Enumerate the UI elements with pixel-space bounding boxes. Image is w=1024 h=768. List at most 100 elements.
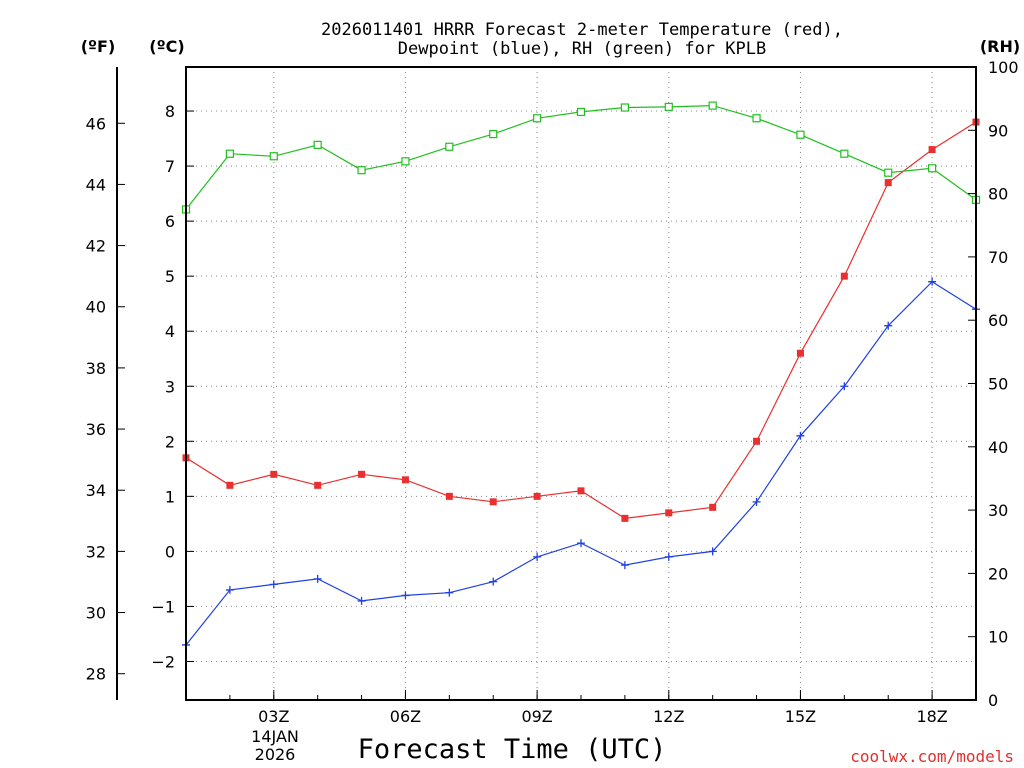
dewpoint-point (664, 552, 673, 561)
fahrenheit-axis: 28 30 32 34 36 38 40 42 44 46 (86, 114, 125, 684)
celsius-tick-label: 7 (165, 157, 175, 176)
celsius-tick-label: 5 (165, 267, 175, 286)
temperature-point (709, 503, 717, 511)
x-axis-title: Forecast Time (UTC) (358, 734, 667, 765)
dewpoint-point (884, 321, 893, 330)
fahrenheit-tick-label: 36 (86, 420, 106, 439)
celsius-tick-label: 8 (165, 102, 175, 121)
rh-tick-label: 10 (988, 628, 1008, 647)
dewpoint-point (752, 497, 761, 506)
rh-point (313, 140, 322, 149)
fahrenheit-tick-label: 30 (86, 604, 106, 623)
temperature-point (796, 349, 804, 357)
dewpoint-point (269, 580, 278, 589)
dewpoint-point (840, 382, 849, 391)
time-tick-label: 15Z (785, 707, 816, 726)
celsius-tick-label: 6 (165, 212, 175, 231)
dewpoint-point (796, 431, 805, 440)
dewpoint-line (185, 280, 977, 646)
rh-tick-label: 100 (988, 58, 1019, 77)
temperature-point (445, 492, 453, 500)
dewpoint-point (225, 585, 234, 594)
rh-tick-label: 90 (988, 121, 1008, 140)
rh-tick-label: 20 (988, 564, 1008, 583)
data-series (181, 101, 981, 649)
fahrenheit-unit-label: (ºF) (81, 37, 116, 56)
temperature-point (840, 272, 848, 280)
rh-point (533, 114, 542, 123)
time-tick-label: 06Z (390, 707, 421, 726)
temperature-line (185, 121, 977, 520)
celsius-tick-label: 3 (165, 377, 175, 396)
temperature-point (665, 509, 673, 517)
chart-title: 2026011401 HRRR Forecast 2-meter Tempera… (321, 20, 843, 59)
gridlines (186, 67, 976, 700)
series-dewpoint (182, 277, 980, 649)
dewpoint-point (620, 561, 629, 570)
rh-line (185, 104, 977, 210)
time-tick-label: 12Z (653, 707, 684, 726)
rh-point (225, 149, 234, 158)
rh-tick-label: 30 (988, 501, 1008, 520)
fahrenheit-tick-label: 44 (86, 175, 106, 194)
rh-axis: 0 10 20 30 40 50 60 70 80 90 100 (968, 58, 1019, 710)
rh-point (796, 130, 805, 139)
temperature-point (928, 146, 936, 154)
rh-point (752, 114, 761, 123)
rh-point (620, 103, 629, 112)
rh-point (928, 164, 937, 173)
rh-tick-label: 60 (988, 311, 1008, 330)
rh-point (576, 107, 586, 117)
rh-point (445, 142, 454, 151)
rh-point (708, 101, 717, 110)
rh-tick-label: 40 (988, 438, 1008, 457)
dewpoint-point (928, 277, 937, 286)
dewpoint-point (357, 596, 366, 605)
time-tick-label: 18Z (916, 707, 947, 726)
dewpoint-point (313, 574, 322, 583)
series-rh (181, 101, 981, 214)
celsius-tick-label: 2 (165, 432, 175, 451)
temperature-point (577, 487, 585, 495)
celsius-unit-label: (ºC) (149, 37, 184, 56)
temperature-point (621, 514, 629, 522)
rh-tick-label: 50 (988, 375, 1008, 394)
dewpoint-point (708, 547, 717, 556)
fahrenheit-tick-label: 40 (86, 298, 106, 317)
temperature-point (489, 498, 497, 506)
dewpoint-point (533, 552, 542, 561)
temperature-point (753, 437, 761, 445)
time-tick-label: 09Z (521, 707, 552, 726)
time-tick-label: 03Z (258, 707, 289, 726)
temperature-point (226, 481, 234, 489)
fahrenheit-tick-label: 42 (86, 237, 106, 256)
temperature-point (401, 476, 409, 484)
temperature-point (314, 481, 322, 489)
rh-tick-label: 80 (988, 185, 1008, 204)
dewpoint-point (401, 591, 410, 600)
fahrenheit-tick-label: 34 (86, 481, 106, 500)
fahrenheit-tick-label: 32 (86, 542, 106, 561)
plot-frame (185, 66, 977, 701)
fahrenheit-tick-label: 38 (86, 359, 106, 378)
series-temperature (182, 118, 980, 522)
rh-point (664, 102, 673, 111)
credit-link[interactable]: coolwx.com/models (850, 747, 1014, 766)
date-label-day: 14JAN (251, 727, 299, 746)
temperature-point (884, 179, 892, 187)
celsius-tick-label: −1 (151, 597, 175, 616)
temperature-point (533, 492, 541, 500)
dewpoint-point (445, 588, 454, 597)
rh-tick-label: 0 (988, 691, 998, 710)
rh-point (357, 166, 366, 175)
temperature-point (270, 470, 278, 478)
rh-unit-label: (RH) (980, 37, 1020, 56)
rh-point (401, 157, 410, 166)
dewpoint-point (577, 539, 585, 548)
rh-point (884, 168, 893, 177)
chart-title-line-2: Dewpoint (blue), RH (green) for KPLB (398, 39, 766, 59)
rh-tick-label: 70 (988, 248, 1008, 267)
fahrenheit-tick-label: 46 (86, 114, 106, 133)
time-axis: 03Z 06Z 09Z 12Z 15Z 18Z (185, 690, 977, 726)
celsius-axis: −2 −1 0 1 2 3 4 5 6 7 8 (151, 102, 194, 671)
